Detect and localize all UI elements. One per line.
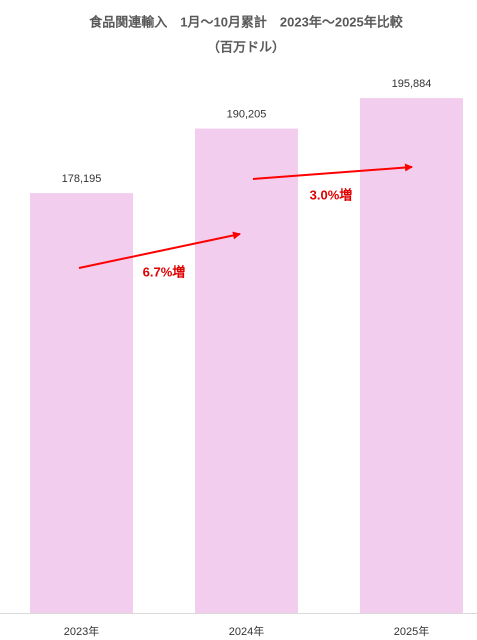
data-label: 190,205	[227, 109, 267, 121]
bar	[360, 98, 463, 614]
arrow	[252, 163, 413, 180]
data-label: 178,195	[62, 173, 102, 185]
data-label: 195,884	[392, 78, 432, 90]
annotation: 6.7%増	[143, 264, 186, 279]
annotation: 3.0%増	[310, 187, 353, 202]
bar	[195, 128, 298, 613]
chart-subtitle: （百万ドル）	[207, 39, 285, 54]
plot: 178,195 2023年 190,205 2024年 195,884 2025年	[30, 78, 463, 638]
x-tick-label: 2024年	[229, 624, 264, 638]
x-tick-label: 2025年	[394, 624, 429, 638]
x-tick-label: 2023年	[64, 624, 99, 638]
arrow	[78, 231, 241, 269]
chart-title: 食品関連輸入 1月〜10月累計 2023年〜2025年比較	[89, 14, 404, 29]
bar	[30, 193, 133, 614]
